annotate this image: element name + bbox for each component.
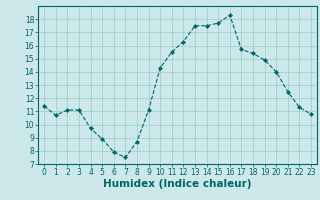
X-axis label: Humidex (Indice chaleur): Humidex (Indice chaleur)	[103, 179, 252, 189]
